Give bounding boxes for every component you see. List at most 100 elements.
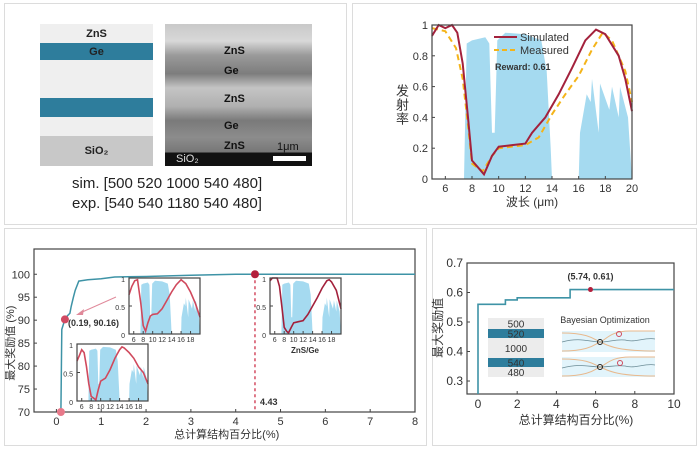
x-tick-label: 6 <box>132 337 136 344</box>
y-tick-label: 0.4 <box>446 345 463 359</box>
x-tick-label: 10 <box>667 397 681 411</box>
x-tick-label: 18 <box>599 183 611 195</box>
x-tick-label: 12 <box>158 337 166 344</box>
y-tick-label: 80 <box>18 361 30 373</box>
y-tick-label: 75 <box>18 384 30 396</box>
layer-0: ZnS <box>40 24 153 43</box>
y-tick-label: 0.5 <box>446 315 463 329</box>
x-tick-label: 6 <box>273 337 277 344</box>
x-tick-label: 3 <box>188 416 194 428</box>
bo-title: Bayesian Optimization <box>560 315 650 325</box>
gp-band <box>562 357 655 377</box>
y-tick-label: 70 <box>18 407 30 419</box>
y-tick-label: 0 <box>262 333 266 340</box>
y-tick-label: 85 <box>18 338 30 350</box>
stack-layer <box>488 329 544 338</box>
legend-measured-label: Measured <box>520 45 569 57</box>
y-tick-label: 0.5 <box>63 372 73 379</box>
data-point <box>587 287 593 293</box>
stack-layer <box>488 338 544 358</box>
x-tick-label: 8 <box>89 404 93 411</box>
point-annotation: (5.74, 0.61) <box>567 272 613 282</box>
annotation-arrow <box>79 296 117 314</box>
stack-layer <box>488 318 544 329</box>
x-tick-label: 2 <box>143 416 149 428</box>
legend-simulated-label: Simulated <box>520 32 569 44</box>
x-tick-label: 12 <box>299 337 307 344</box>
y-axis-label: 最大奖励值 (%) <box>3 306 17 381</box>
arrow-head-icon <box>76 309 84 315</box>
x-tick-label: 5 <box>277 416 283 428</box>
layer-3 <box>40 98 153 117</box>
observed-point-icon <box>597 339 603 345</box>
scale-bar <box>273 156 306 161</box>
x-tick-label: 1 <box>98 416 104 428</box>
x-tick-label: 4 <box>233 416 239 428</box>
y-tick-label: 0.8 <box>413 51 428 63</box>
x-tick-label: 10 <box>149 337 157 344</box>
x-tick-label: 8 <box>282 337 286 344</box>
layer-1: Ge <box>40 43 153 60</box>
gp-mean <box>561 364 656 369</box>
x-tick-label: 10 <box>493 183 505 195</box>
stack-layer-label: 1000 <box>505 344 528 355</box>
sem-label: ZnS <box>224 45 245 57</box>
x-tick-label: 16 <box>318 337 326 344</box>
sem-image <box>165 24 312 166</box>
y-tick-label: 0 <box>422 174 428 186</box>
y-tick-label: 1 <box>121 277 125 284</box>
stack-layer <box>488 358 544 367</box>
x-tick-label: 6 <box>592 397 599 411</box>
x-axis-label: 波长 (μm) <box>506 195 558 209</box>
next-sample-icon <box>616 331 622 337</box>
stack-layer-label: 520 <box>508 330 525 341</box>
sem-label: ZnS <box>224 140 245 152</box>
x-tick-label: 8 <box>412 416 418 428</box>
y-tick-label: 0 <box>69 400 73 407</box>
layer-5: SiO₂ <box>40 136 153 166</box>
x-tick-label: 6 <box>80 404 84 411</box>
measured-line <box>431 27 633 173</box>
x-axis-label: 总计算结构百分比(%) <box>519 412 634 427</box>
x-tick-label: 0 <box>53 416 59 428</box>
x-tick-label: 12 <box>106 404 114 411</box>
data-point <box>56 408 65 416</box>
x-tick-label: 6 <box>442 183 448 195</box>
x-tick-label: 4 <box>553 397 560 411</box>
x-axis-label: 总计算结构百分比(%) <box>174 427 279 441</box>
atmospheric-transmission-area <box>464 32 632 180</box>
inset-emissivity-curve <box>128 278 201 334</box>
stack-layer-label: 480 <box>508 368 525 379</box>
y-tick-label: 1 <box>69 343 73 350</box>
x-tick-label: 18 <box>187 337 195 344</box>
plot-frame <box>33 248 416 413</box>
y-tick-label: 0.5 <box>115 305 125 312</box>
layer-2 <box>40 60 153 98</box>
inset-transmission-area <box>140 280 200 334</box>
y-tick-label: 0.5 <box>256 305 266 312</box>
x-tick-label: 2 <box>514 397 521 411</box>
scale-bar-label: 1μm <box>277 141 299 153</box>
y-tick-label: 90 <box>18 315 30 327</box>
panel-reward-percent <box>4 228 427 446</box>
y-tick-label: 0.7 <box>446 256 463 270</box>
stack-layer <box>488 367 544 377</box>
plot-frame <box>431 24 633 180</box>
sim-thickness: sim. [500 520 1000 540 480] <box>72 175 263 192</box>
emissivity-y-axis-label: 发射率 <box>393 84 408 126</box>
x-tick-label: 14 <box>168 337 176 344</box>
y-tick-label: 0.4 <box>413 112 428 124</box>
x-tick-label: 14 <box>309 337 317 344</box>
inset-structure-label: ZnS/Ge <box>291 346 320 355</box>
x-tick-label: 20 <box>626 183 638 195</box>
vline-label: 4.43 <box>260 397 278 407</box>
x-tick-label: 18 <box>135 404 143 411</box>
sem-label: Ge <box>224 120 239 132</box>
stack-layer-label: 540 <box>508 359 525 370</box>
y-tick-label: 0 <box>121 333 125 340</box>
sem-label: Ge <box>224 65 239 77</box>
y-tick-label: 100 <box>12 269 30 281</box>
y-tick-label: 1 <box>262 277 266 284</box>
y-tick-label: 1 <box>422 20 428 32</box>
